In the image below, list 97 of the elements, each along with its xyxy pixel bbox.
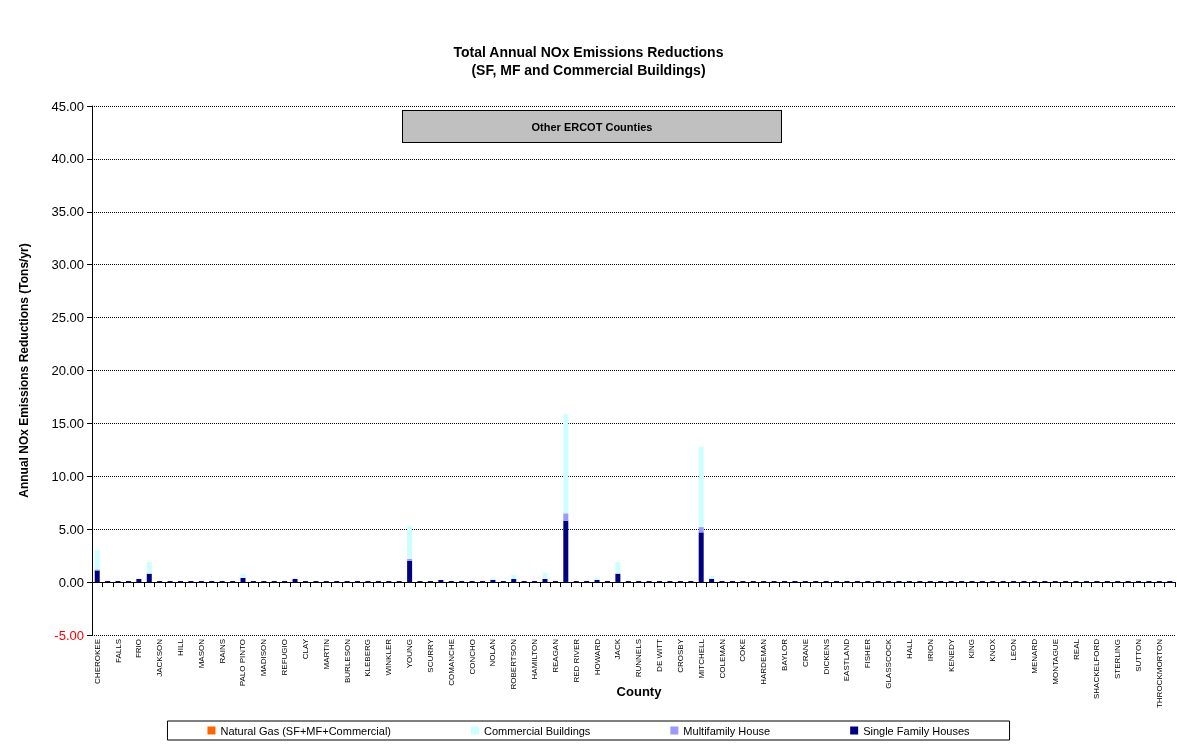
x-tick-label: WINKLER (384, 638, 394, 676)
x-tick-label: REFUGIO (280, 639, 290, 676)
x-tick-label: LEON (1009, 638, 1019, 661)
x-tick-label: MONTAGUE (1050, 639, 1060, 685)
x-tick-label: COMANCHE (446, 639, 456, 686)
x-tick-label: JACKSON (155, 638, 165, 677)
x-tick-label: REAL (1071, 638, 1081, 660)
x-tick-label: RED RIVER (571, 638, 581, 683)
x-tick-label: MENARD (1029, 638, 1039, 674)
bar (146, 562, 152, 574)
x-tick-label: IRION (925, 638, 935, 662)
x-tick-label: REAGAN (550, 638, 560, 673)
bar (292, 578, 298, 583)
x-tick-label: HOWARD (592, 638, 602, 676)
x-tick-label: HARDEMAN (759, 638, 769, 685)
x-tick-label: FALLS (113, 639, 123, 664)
x-tick-label: CRANE (800, 639, 810, 668)
bar (136, 578, 142, 583)
x-tick-label: BAYLOR (780, 638, 789, 671)
x-tick-label: CLAY (300, 638, 310, 660)
bar (563, 513, 569, 521)
bar (615, 562, 621, 574)
x-tick-label: FISHER (863, 638, 873, 669)
y-tick-label: 25.00 (51, 310, 84, 326)
legend-label: Multifamily House (683, 724, 771, 737)
x-tick-label: KING (967, 639, 977, 659)
bar (563, 520, 569, 583)
x-tick-label: MITCHELL (696, 638, 706, 679)
x-tick-label: CROSBY (675, 638, 685, 673)
bar (240, 573, 246, 578)
x-tick-label: KNOX (988, 638, 998, 662)
bar (438, 579, 444, 583)
y-tick-label: 20.00 (51, 363, 84, 378)
x-tick-label: KENEDY (946, 638, 956, 672)
x-tick-label: MADISON (259, 638, 269, 677)
x-tick-label: EASTLAND (842, 638, 852, 682)
x-tick-label: BURLESON (342, 638, 352, 684)
y-tick-label: 10.00 (51, 468, 84, 484)
bar (94, 570, 100, 583)
text-box: Other ERCOT Counties (402, 110, 782, 143)
x-tick-label: COLEMAN (717, 638, 727, 679)
y-tick-label: 0.00 (58, 574, 84, 590)
x-tick-label: SUTTON (1134, 638, 1144, 672)
bar (511, 574, 517, 579)
x-tick-label: RUNNELS (634, 639, 644, 678)
x-axis-title: County (616, 684, 663, 699)
bar (407, 526, 413, 559)
legend-label: Natural Gas (SF+MF+Commercial) (220, 724, 392, 737)
chart-title: Total Annual NOx Emissions Reductions (SF, MF and Commercial Buildings) (453, 44, 724, 78)
x-tick-label: NOLAN (488, 638, 498, 667)
legend-label: Commercial Buildings (483, 724, 591, 737)
x-tick-label: JACK (613, 638, 623, 660)
x-tick-label: CHEROKEE (92, 639, 102, 684)
y-tick-label: -5.00 (54, 627, 84, 643)
x-tick-label: PALO PINTO (238, 639, 248, 687)
y-axis-title: Annual NOx Emissions Reductions (Tons/yr) (17, 243, 31, 498)
x-tick-label: HILL (176, 638, 186, 656)
x-tick-label: THROCKMORTON (1154, 638, 1164, 709)
bar (94, 550, 100, 570)
bar (709, 578, 715, 583)
y-tick-label: 15.00 (51, 415, 84, 431)
x-tick-label: MARTIN (321, 638, 331, 670)
bar (709, 575, 715, 579)
x-tick-label: SCURRY (425, 638, 435, 673)
bar (146, 573, 152, 583)
bar (698, 527, 704, 533)
y-tick-label: 40.00 (51, 151, 84, 167)
bar (542, 578, 548, 583)
x-tick-label: GLASSCOCK (884, 638, 894, 689)
x-tick-label: CONCHO (467, 639, 477, 675)
x-tick-label: COKE (738, 639, 748, 662)
x-tick-label: HAMILTON (530, 638, 540, 680)
bar (240, 577, 246, 583)
bar (698, 532, 704, 583)
x-tick-label: RAINS (217, 639, 227, 664)
x-tick-label: DICKENS (821, 639, 831, 675)
bar (563, 413, 569, 514)
bar (511, 578, 517, 583)
y-tick-label: 35.00 (51, 204, 84, 220)
legend-label: Single Family Houses (863, 724, 971, 737)
x-tick-label: FRIO (134, 639, 144, 659)
bar (698, 446, 704, 528)
y-tick-label: 45.00 (51, 98, 84, 114)
y-tick-label: 5.00 (58, 521, 84, 537)
bar (615, 573, 621, 583)
x-tick-label: HALL (904, 638, 914, 660)
x-tick-label: DE WITT (655, 638, 665, 672)
bar (407, 560, 413, 583)
x-tick-label: SHACKELFORD (1092, 638, 1102, 700)
x-tick-label: ROBERTSON (509, 638, 519, 690)
bar (542, 572, 548, 579)
bar (407, 558, 413, 561)
y-tick-label: 30.00 (51, 257, 84, 273)
x-tick-label: MASON (196, 638, 206, 669)
x-tick-label: YOUNG (405, 639, 415, 669)
x-tick-label: KLEBERG (363, 639, 373, 677)
x-tick-label: STERLING (1113, 639, 1123, 680)
